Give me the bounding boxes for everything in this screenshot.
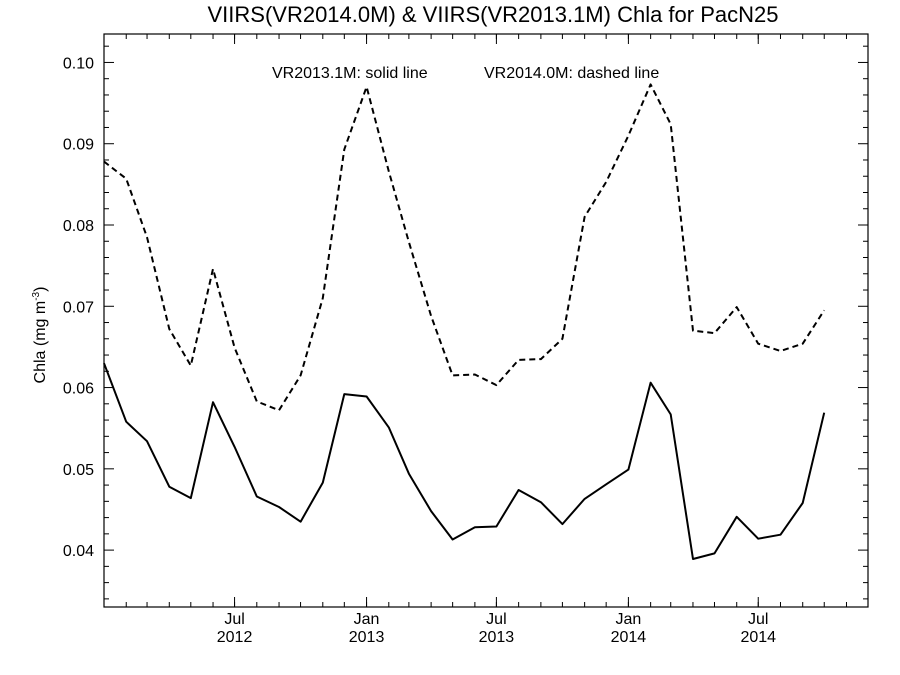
axes-frame (103, 33, 869, 608)
y-tick-label: 0.05 (63, 462, 94, 479)
x-tick-label-year: 2013 (349, 629, 385, 646)
x-tick-label-year: 2012 (217, 629, 253, 646)
x-tick-label-month: Jul (486, 611, 506, 628)
series-line-vr2013-1m (103, 362, 826, 560)
y-tick-label: 0.04 (63, 543, 94, 560)
chart-title: VIIRS(VR2014.0M) & VIIRS(VR2013.1M) Chla… (207, 2, 778, 27)
annotation-dashed-line: VR2014.0M: dashed line (484, 65, 659, 82)
x-tick-label-month: Jul (748, 611, 768, 628)
series-line-vr2014-0m (103, 83, 826, 412)
y-tick-label: 0.10 (63, 55, 94, 72)
x-tick-label-year: 2013 (479, 629, 515, 646)
y-tick-label: 0.09 (63, 137, 94, 154)
y-axis-label: Chla (mg m-3) (31, 287, 49, 384)
x-tick-label-year: 2014 (611, 629, 647, 646)
annotation-solid-line: VR2013.1M: solid line (272, 65, 428, 82)
x-tick-label-month: Jan (354, 611, 380, 628)
x-tick-label-year: 2014 (740, 629, 776, 646)
y-tick-label: 0.06 (63, 381, 94, 398)
y-tick-label: 0.07 (63, 299, 94, 316)
y-tick-label: 0.08 (63, 218, 94, 235)
x-tick-label-month: Jan (615, 611, 641, 628)
x-tick-label-month: Jul (224, 611, 244, 628)
plot-area: 0.040.050.060.070.080.090.10Jul2012Jan20… (63, 33, 869, 646)
